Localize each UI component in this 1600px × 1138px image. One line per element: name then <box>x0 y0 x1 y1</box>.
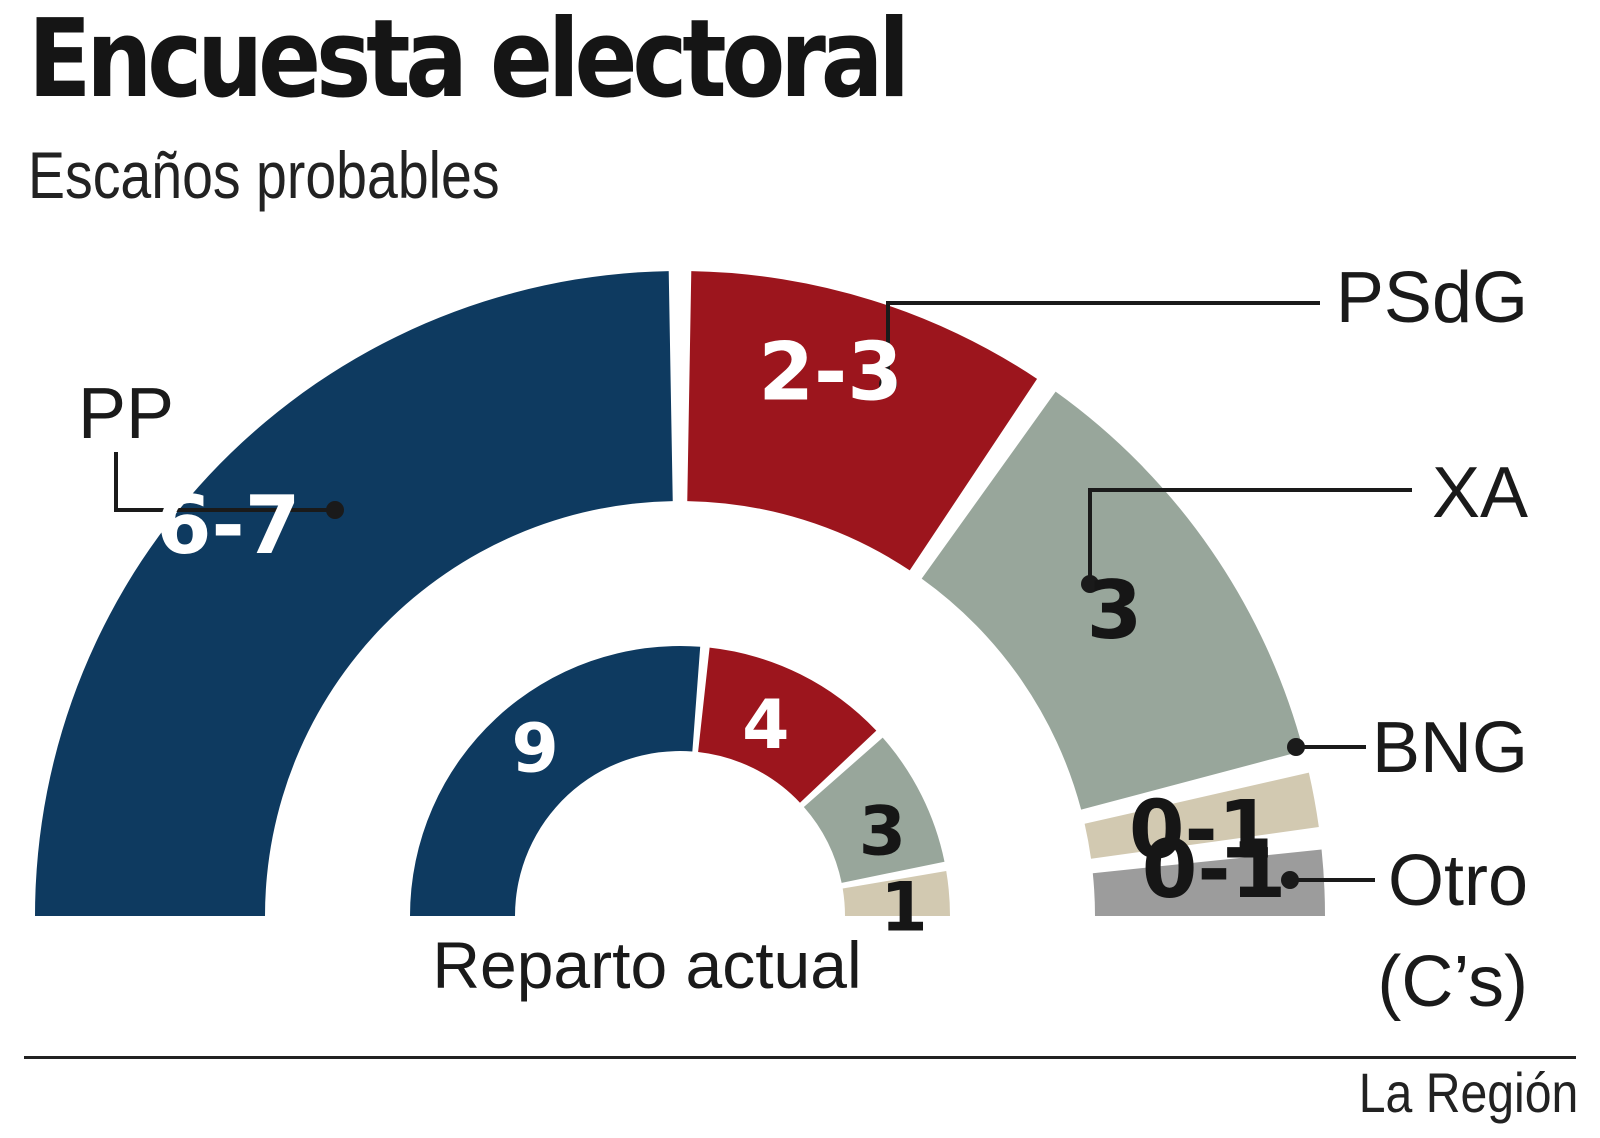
outer-ring <box>35 271 1325 916</box>
outer-slice-otro <box>1092 849 1325 916</box>
party-label-bng: BNG <box>1372 708 1528 788</box>
inner-slice-pp <box>410 646 701 916</box>
inner-value-xa: 3 <box>859 793 906 872</box>
inner-ring-caption: Reparto actual <box>432 928 861 1002</box>
chart-subtitle: Escaños probables <box>28 138 500 212</box>
inner-ring <box>410 646 950 916</box>
outer-slice-pp <box>35 271 673 916</box>
outer-slice-psdg <box>687 271 1038 571</box>
callout-otro-dot <box>1281 871 1299 889</box>
callouts <box>114 301 1412 882</box>
source-credit: La Región <box>1358 1061 1578 1124</box>
callout-pp-line <box>114 452 335 512</box>
outer-values: 6-7 2-3 3 0-10-1 <box>156 325 1286 916</box>
party-label-psdg: PSdG <box>1336 258 1528 338</box>
callout-psdg-line <box>886 301 1320 384</box>
inner-value-pp: 9 <box>511 710 558 789</box>
chart-title: Encuesta electoral <box>28 0 910 122</box>
party-label-otro: Otro <box>1388 841 1528 921</box>
inner-slice-bng <box>842 871 950 916</box>
outer-slice-xa <box>921 391 1304 810</box>
outer-value-otro: 0-1 <box>1142 823 1287 916</box>
outer-slice-bng <box>1084 772 1319 859</box>
callout-xa-dot <box>1081 575 1099 593</box>
inner-slice-xa <box>803 737 945 883</box>
inner-value-bng: 1 <box>880 869 927 948</box>
callout-pp-dot <box>326 501 344 519</box>
callout-dots <box>326 375 1305 889</box>
outer-value-xa: 3 <box>1087 564 1143 657</box>
inner-values: 9 431 <box>511 686 927 948</box>
inner-value-psdg: 4 <box>742 686 789 765</box>
footer-rule <box>24 1056 1576 1059</box>
callout-bng-dot <box>1287 738 1305 756</box>
outer-value-psdg: 2-3 <box>758 325 903 418</box>
parliament-chart: PP PSdG XA BNG Otro (C’s) Reparto actual… <box>35 258 1528 1022</box>
party-label-otro-sub: (C’s) <box>1377 942 1528 1022</box>
callout-xa-line <box>1088 488 1412 584</box>
party-label-pp: PP <box>78 374 174 454</box>
outer-value-bng: 0-1 <box>1129 783 1274 876</box>
callout-psdg-dot <box>879 375 897 393</box>
party-label-xa: XA <box>1432 453 1528 533</box>
outer-value-pp: 6-7 <box>156 479 301 572</box>
inner-slice-psdg <box>698 647 877 803</box>
